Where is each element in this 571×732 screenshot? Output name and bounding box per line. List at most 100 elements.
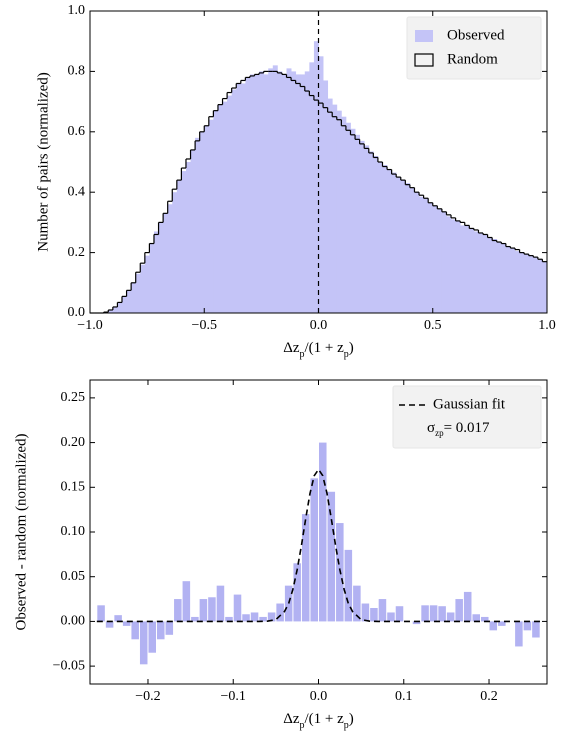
histogram-bar bbox=[473, 231, 479, 313]
histogram-bar bbox=[323, 80, 329, 314]
x-axis-label: Δzp/(1 + zp) bbox=[283, 340, 354, 359]
x-tick-label: −0.1 bbox=[221, 689, 246, 704]
histogram-bar bbox=[492, 239, 498, 313]
histogram-bar bbox=[373, 155, 379, 313]
x-tick-label: −0.5 bbox=[192, 318, 217, 333]
histogram-bar bbox=[464, 225, 470, 313]
histogram-bar bbox=[313, 41, 319, 313]
legend-label: Random bbox=[447, 51, 498, 67]
histogram-bar bbox=[140, 264, 146, 313]
histogram-bar bbox=[167, 204, 173, 313]
histogram-bar bbox=[163, 213, 169, 313]
x-axis-label-part: p bbox=[300, 349, 305, 360]
y-tick-label: 0.15 bbox=[61, 480, 86, 495]
histogram-bar bbox=[176, 180, 182, 313]
histogram-bar bbox=[438, 606, 446, 622]
histogram-bar bbox=[437, 208, 443, 313]
histogram-bar bbox=[487, 237, 493, 313]
histogram-bar bbox=[199, 599, 208, 622]
histogram-bar bbox=[172, 192, 178, 313]
histogram-bar bbox=[204, 125, 210, 313]
histogram-bar bbox=[165, 621, 174, 635]
histogram-bar bbox=[419, 196, 425, 313]
histogram-bar bbox=[158, 222, 164, 313]
histogram-bar bbox=[276, 603, 284, 622]
histogram-bar bbox=[135, 273, 141, 313]
histogram-bar bbox=[126, 290, 132, 313]
histogram-bar bbox=[364, 145, 370, 313]
legend-box bbox=[392, 385, 542, 449]
y-tick-label: 0.2 bbox=[68, 245, 86, 260]
histogram-bar bbox=[432, 205, 438, 313]
histogram-bar bbox=[254, 74, 260, 313]
y-tick-label: 0.6 bbox=[68, 124, 86, 139]
histogram-bar bbox=[412, 621, 421, 625]
x-tick-label: 0.5 bbox=[424, 318, 442, 333]
histogram-bar bbox=[291, 71, 297, 314]
histogram-bar bbox=[429, 605, 438, 622]
histogram-bar bbox=[122, 621, 131, 626]
histogram-bar bbox=[231, 89, 237, 314]
x-tick-label: −1.0 bbox=[77, 318, 102, 333]
histogram-bar bbox=[519, 252, 525, 313]
histogram-bar bbox=[428, 202, 434, 313]
histogram-bar bbox=[309, 62, 315, 314]
histogram-bar bbox=[400, 180, 406, 313]
histogram-bar bbox=[131, 621, 139, 640]
histogram-bar bbox=[213, 110, 219, 313]
histogram-bar bbox=[108, 309, 114, 313]
histogram-bar bbox=[361, 603, 370, 622]
histogram-bar bbox=[353, 585, 361, 622]
histogram-bar bbox=[532, 621, 540, 638]
fit-line bbox=[96, 467, 541, 623]
histogram-bar bbox=[377, 162, 383, 313]
x-tick-label: 0.1 bbox=[395, 689, 413, 704]
histogram-bar bbox=[405, 183, 411, 313]
histogram-bar bbox=[249, 74, 255, 313]
x-axis-label-part: /(1 + z bbox=[305, 711, 345, 727]
histogram-bar bbox=[382, 165, 388, 313]
histogram-bar bbox=[195, 137, 201, 313]
histogram-bar bbox=[250, 612, 259, 622]
histogram-bar bbox=[421, 605, 429, 622]
histogram-bar bbox=[240, 83, 246, 313]
histogram-bar bbox=[217, 104, 223, 314]
histogram-bar bbox=[391, 172, 397, 313]
x-axis-label-part: Δz bbox=[283, 340, 300, 356]
histogram-bar bbox=[370, 608, 378, 622]
histogram-bar bbox=[208, 597, 216, 622]
histogram-bar bbox=[259, 71, 265, 314]
legend-label: Gaussian fit bbox=[433, 396, 506, 412]
annotation-symbol: σ bbox=[427, 420, 435, 436]
histogram-bar bbox=[144, 255, 150, 313]
histogram-bar bbox=[451, 219, 456, 313]
histogram-bar bbox=[131, 282, 137, 313]
histogram-bar bbox=[498, 621, 506, 626]
x-tick-label: 0.0 bbox=[310, 689, 328, 704]
y-tick-label: 0.8 bbox=[68, 64, 86, 79]
histogram-bar bbox=[359, 140, 365, 313]
histogram-bar bbox=[515, 621, 523, 647]
histogram-bar bbox=[387, 612, 395, 622]
histogram-bar bbox=[332, 104, 338, 314]
x-axis-label-part: p bbox=[344, 720, 349, 731]
histogram-bar bbox=[281, 74, 287, 313]
histogram-bar bbox=[483, 234, 488, 313]
histogram-bar bbox=[272, 65, 278, 313]
histogram-bar bbox=[528, 255, 534, 313]
x-axis-label-part: Δz bbox=[283, 711, 300, 727]
histogram-bar bbox=[318, 56, 324, 314]
histogram-bar bbox=[225, 616, 233, 622]
histogram-bar bbox=[222, 101, 228, 313]
histogram-bar bbox=[286, 68, 292, 313]
histogram-bar bbox=[139, 621, 148, 665]
x-axis-label-part: p bbox=[300, 720, 305, 731]
histogram-bar bbox=[263, 74, 269, 313]
histogram-bar bbox=[446, 612, 455, 622]
histogram-bar bbox=[227, 95, 233, 313]
histogram-bar bbox=[153, 231, 159, 313]
histogram-bar bbox=[242, 614, 250, 622]
histogram-bar bbox=[378, 599, 387, 622]
histogram-bar bbox=[121, 296, 127, 313]
histogram-bar bbox=[496, 242, 502, 313]
